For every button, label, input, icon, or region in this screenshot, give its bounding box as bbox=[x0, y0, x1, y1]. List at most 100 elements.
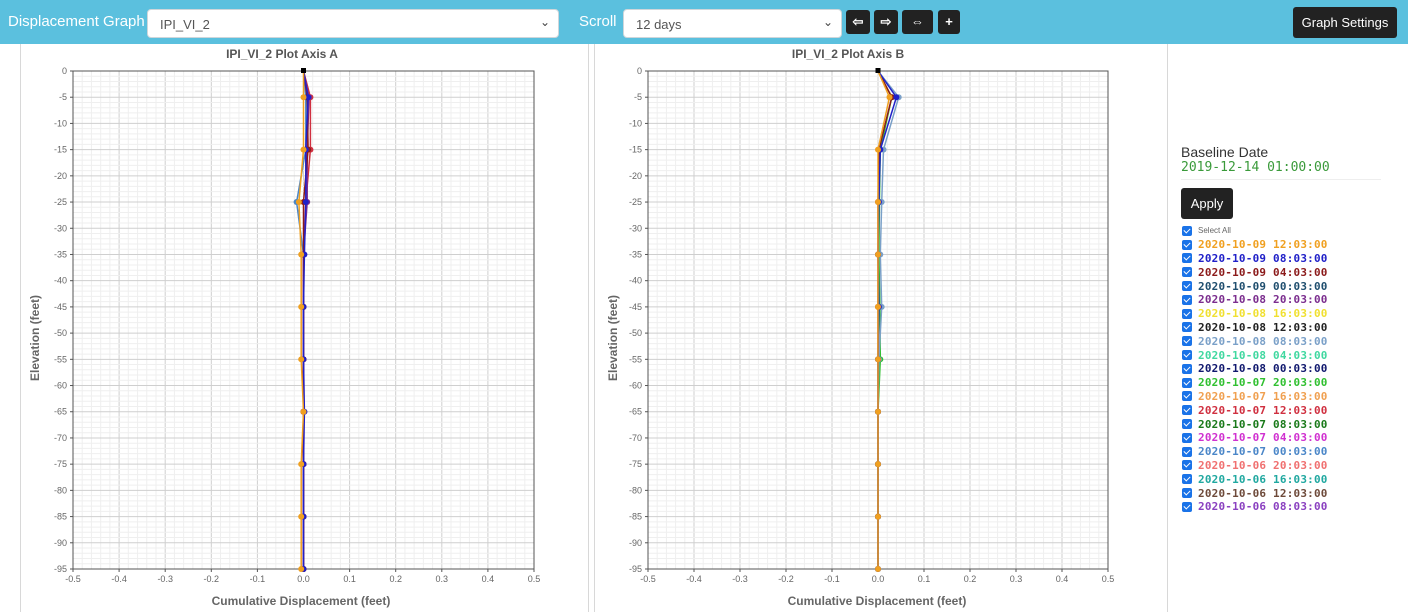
checkbox-icon[interactable] bbox=[1182, 474, 1192, 485]
y-tick-label: -55 bbox=[54, 354, 67, 364]
data-point bbox=[300, 408, 307, 415]
y-tick-label: -65 bbox=[629, 407, 642, 417]
x-tick-label: -0.4 bbox=[111, 574, 127, 584]
y-tick-label: -60 bbox=[629, 381, 642, 391]
checkbox-icon[interactable] bbox=[1182, 419, 1192, 430]
date-label: 2020-10-08 20:03:00 bbox=[1198, 293, 1328, 307]
graph-settings-button[interactable]: Graph Settings bbox=[1293, 7, 1397, 38]
date-checkbox-item[interactable]: 2020-10-06 08:03:00 bbox=[1182, 500, 1328, 514]
scroll-expand-button[interactable]: ⇔ bbox=[902, 10, 933, 34]
date-checkbox-item[interactable]: 2020-10-07 04:03:00 bbox=[1182, 431, 1328, 445]
checkbox-icon[interactable] bbox=[1182, 405, 1192, 416]
x-tick-labels: -0.5 -0.4 -0.3 -0.2 -0.1 0.0 0.1 0.2 0.3 0.4 0.5 bbox=[65, 569, 540, 584]
x-tick-label: 0.2 bbox=[964, 574, 977, 584]
date-label: 2020-10-08 04:03:00 bbox=[1198, 348, 1328, 362]
date-checkbox-item[interactable]: 2020-10-08 00:03:00 bbox=[1182, 362, 1328, 376]
date-checkbox-item[interactable]: 2020-10-07 16:03:00 bbox=[1182, 390, 1328, 404]
x-tick-label: 0.5 bbox=[528, 574, 541, 584]
date-checkbox-item[interactable]: 2020-10-08 08:03:00 bbox=[1182, 334, 1328, 348]
checkbox-icon[interactable] bbox=[1182, 350, 1192, 361]
date-checkbox-item[interactable]: 2020-10-09 04:03:00 bbox=[1182, 265, 1328, 279]
checkbox-icon[interactable] bbox=[1182, 308, 1192, 319]
y-tick-label: -40 bbox=[54, 276, 67, 286]
checkbox-icon[interactable] bbox=[1182, 294, 1192, 305]
toolbar-title: Displacement Graph bbox=[8, 13, 145, 30]
checkbox-icon[interactable] bbox=[1182, 225, 1192, 236]
date-label: 2020-10-07 20:03:00 bbox=[1198, 376, 1328, 390]
checkbox-icon[interactable] bbox=[1182, 501, 1192, 512]
scroll-select[interactable]: 12 days ⌄ bbox=[623, 9, 842, 38]
y-tick-label: -95 bbox=[54, 564, 67, 574]
apply-button[interactable]: Apply bbox=[1181, 188, 1233, 219]
date-checkbox-item[interactable]: 2020-10-07 12:03:00 bbox=[1182, 403, 1328, 417]
y-tick-label: -50 bbox=[629, 328, 642, 338]
plot-grid bbox=[647, 70, 1109, 570]
y-tick-label: -15 bbox=[54, 145, 67, 155]
plot-a-svg: IPI_VI_2 Plot Axis A -0.5 -0.4 -0.3 -0.2 -0.… bbox=[28, 47, 540, 608]
x-tick-label: -0.3 bbox=[732, 574, 748, 584]
baseline-date-label: Baseline Date bbox=[1181, 144, 1269, 160]
y-tick-label: -80 bbox=[54, 485, 67, 495]
date-checkbox-item[interactable]: 2020-10-08 04:03:00 bbox=[1182, 348, 1328, 362]
date-checkbox-item[interactable]: 2020-10-07 20:03:00 bbox=[1182, 376, 1328, 390]
checkbox-icon[interactable] bbox=[1182, 253, 1192, 264]
select-all-checkbox[interactable]: Select All bbox=[1182, 224, 1328, 238]
date-label: 2020-10-07 08:03:00 bbox=[1198, 417, 1328, 431]
anchor-point bbox=[301, 68, 306, 73]
date-label: 2020-10-09 08:03:00 bbox=[1198, 251, 1328, 265]
date-checkbox-item[interactable]: 2020-10-09 00:03:00 bbox=[1182, 279, 1328, 293]
checkbox-icon[interactable] bbox=[1182, 322, 1192, 333]
checkbox-icon[interactable] bbox=[1182, 391, 1192, 402]
y-tick-label: -40 bbox=[629, 276, 642, 286]
data-point bbox=[295, 199, 302, 206]
x-tick-label: -0.2 bbox=[778, 574, 794, 584]
date-checkbox-item[interactable]: 2020-10-08 16:03:00 bbox=[1182, 307, 1328, 321]
x-tick-label: 0.2 bbox=[389, 574, 402, 584]
add-button[interactable]: + bbox=[938, 10, 960, 34]
date-checkbox-item[interactable]: 2020-10-09 08:03:00 bbox=[1182, 252, 1328, 266]
y-tick-label: -55 bbox=[629, 354, 642, 364]
date-checkbox-item[interactable]: 2020-10-08 12:03:00 bbox=[1182, 321, 1328, 335]
series-group bbox=[875, 68, 902, 572]
y-tick-label: -90 bbox=[629, 538, 642, 548]
y-tick-label: -70 bbox=[629, 433, 642, 443]
x-tick-label: 0.1 bbox=[918, 574, 931, 584]
date-checkbox-item[interactable]: 2020-10-06 16:03:00 bbox=[1182, 472, 1328, 486]
scroll-forward-button[interactable]: ⇨ bbox=[874, 10, 898, 34]
scroll-back-button[interactable]: ⇦ bbox=[846, 10, 870, 34]
x-tick-label: -0.1 bbox=[250, 574, 266, 584]
checkbox-icon[interactable] bbox=[1182, 336, 1192, 347]
data-point bbox=[298, 461, 305, 468]
checkbox-icon[interactable] bbox=[1182, 377, 1192, 388]
date-checkbox-item[interactable]: 2020-10-07 00:03:00 bbox=[1182, 445, 1328, 459]
y-tick-label: -75 bbox=[629, 459, 642, 469]
date-checkbox-item[interactable]: 2020-10-08 20:03:00 bbox=[1182, 293, 1328, 307]
x-axis-label: Cumulative Displacement (feet) bbox=[788, 594, 967, 608]
scroll-select-value: 12 days bbox=[636, 17, 682, 32]
date-checkbox-item[interactable]: 2020-10-06 12:03:00 bbox=[1182, 486, 1328, 500]
date-label: 2020-10-06 12:03:00 bbox=[1198, 486, 1328, 500]
x-tick-label: 0.0 bbox=[297, 574, 310, 584]
y-tick-label: -20 bbox=[54, 171, 67, 181]
date-checkbox-item[interactable]: 2020-10-06 20:03:00 bbox=[1182, 459, 1328, 473]
sensor-select-value: IPI_VI_2 bbox=[160, 17, 210, 32]
date-checkbox-item[interactable]: 2020-10-09 12:03:00 bbox=[1182, 238, 1328, 252]
y-tick-label: -35 bbox=[629, 249, 642, 259]
date-label: 2020-10-09 12:03:00 bbox=[1198, 238, 1328, 252]
divider bbox=[1181, 179, 1381, 180]
sensor-select[interactable]: IPI_VI_2 ⌄ bbox=[147, 9, 559, 38]
date-checkbox-item[interactable]: 2020-10-07 08:03:00 bbox=[1182, 417, 1328, 431]
checkbox-icon[interactable] bbox=[1182, 460, 1192, 471]
x-tick-label: -0.1 bbox=[824, 574, 840, 584]
checkbox-icon[interactable] bbox=[1182, 446, 1192, 457]
checkbox-icon[interactable] bbox=[1182, 267, 1192, 278]
date-label: 2020-10-08 12:03:00 bbox=[1198, 320, 1328, 334]
checkbox-icon[interactable] bbox=[1182, 239, 1192, 250]
checkbox-icon[interactable] bbox=[1182, 363, 1192, 374]
checkbox-icon[interactable] bbox=[1182, 488, 1192, 499]
checkbox-icon[interactable] bbox=[1182, 281, 1192, 292]
checkbox-icon[interactable] bbox=[1182, 432, 1192, 443]
date-label: 2020-10-08 00:03:00 bbox=[1198, 362, 1328, 376]
chevron-down-icon: ⌄ bbox=[822, 15, 833, 29]
x-tick-label: -0.2 bbox=[204, 574, 220, 584]
